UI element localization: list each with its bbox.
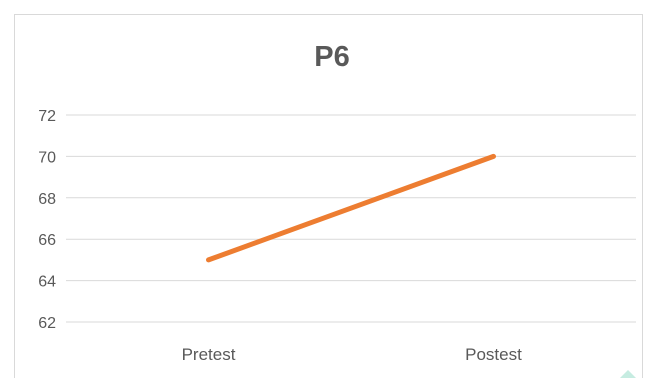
x-axis-category-labels: Pretest Postest [182, 345, 523, 364]
series-line [206, 153, 496, 263]
series-group [206, 153, 496, 263]
y-tick-label: 66 [38, 232, 56, 249]
y-tick-label: 70 [38, 149, 56, 166]
chart-title: P6 [314, 41, 349, 73]
x-category-label: Pretest [182, 345, 236, 364]
chart-frame [14, 14, 643, 378]
y-axis-tick-labels: 62 64 66 68 70 72 [38, 108, 56, 332]
gridlines [66, 114, 636, 323]
y-tick-label: 68 [38, 191, 56, 208]
y-tick-label: 64 [38, 274, 56, 291]
y-tick-label: 72 [38, 108, 56, 125]
y-tick-label: 62 [38, 315, 56, 332]
x-category-label: Postest [465, 345, 522, 364]
corner-decoration [620, 370, 636, 378]
